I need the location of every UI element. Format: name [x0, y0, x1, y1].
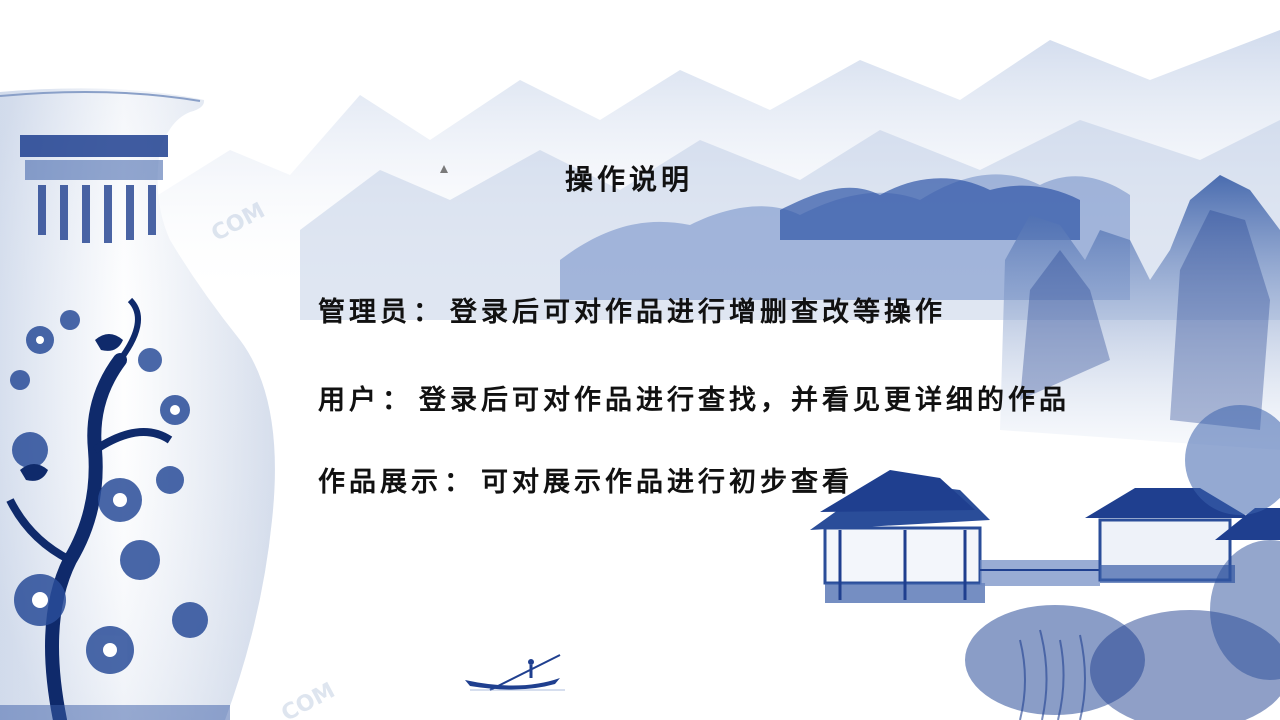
separator: ：	[382, 385, 413, 416]
slide-title: 操作说明	[565, 163, 694, 196]
pavilion-left	[810, 470, 990, 603]
separator: ：	[413, 297, 444, 328]
instruction-text: 登录后可对作品进行增删查改等操作	[450, 297, 946, 328]
instruction-text: 可对展示作品进行初步查看	[481, 467, 853, 498]
fishing-boat	[465, 654, 565, 691]
right-cliffs	[1000, 175, 1280, 450]
role-label: 作品展示	[318, 467, 442, 498]
instruction-line-showcase: 作品展示： 可对展示作品进行初步查看	[318, 460, 853, 499]
role-label: 管理员	[318, 297, 411, 328]
instruction-line-user: 用户： 登录后可对作品进行查找，并看见更详细的作品	[318, 378, 1070, 417]
separator: ：	[444, 467, 475, 498]
mid-mountains	[560, 174, 1130, 300]
role-label: 用户	[318, 385, 380, 416]
willow-trees	[965, 405, 1280, 720]
instruction-text: 登录后可对作品进行查找，并看见更详细的作品	[419, 385, 1070, 416]
bridge	[980, 560, 1100, 586]
porcelain-vase	[0, 88, 275, 720]
instruction-line-admin: 管理员： 登录后可对作品进行增删查改等操作	[318, 290, 946, 329]
title-bullet-mark	[440, 165, 448, 173]
